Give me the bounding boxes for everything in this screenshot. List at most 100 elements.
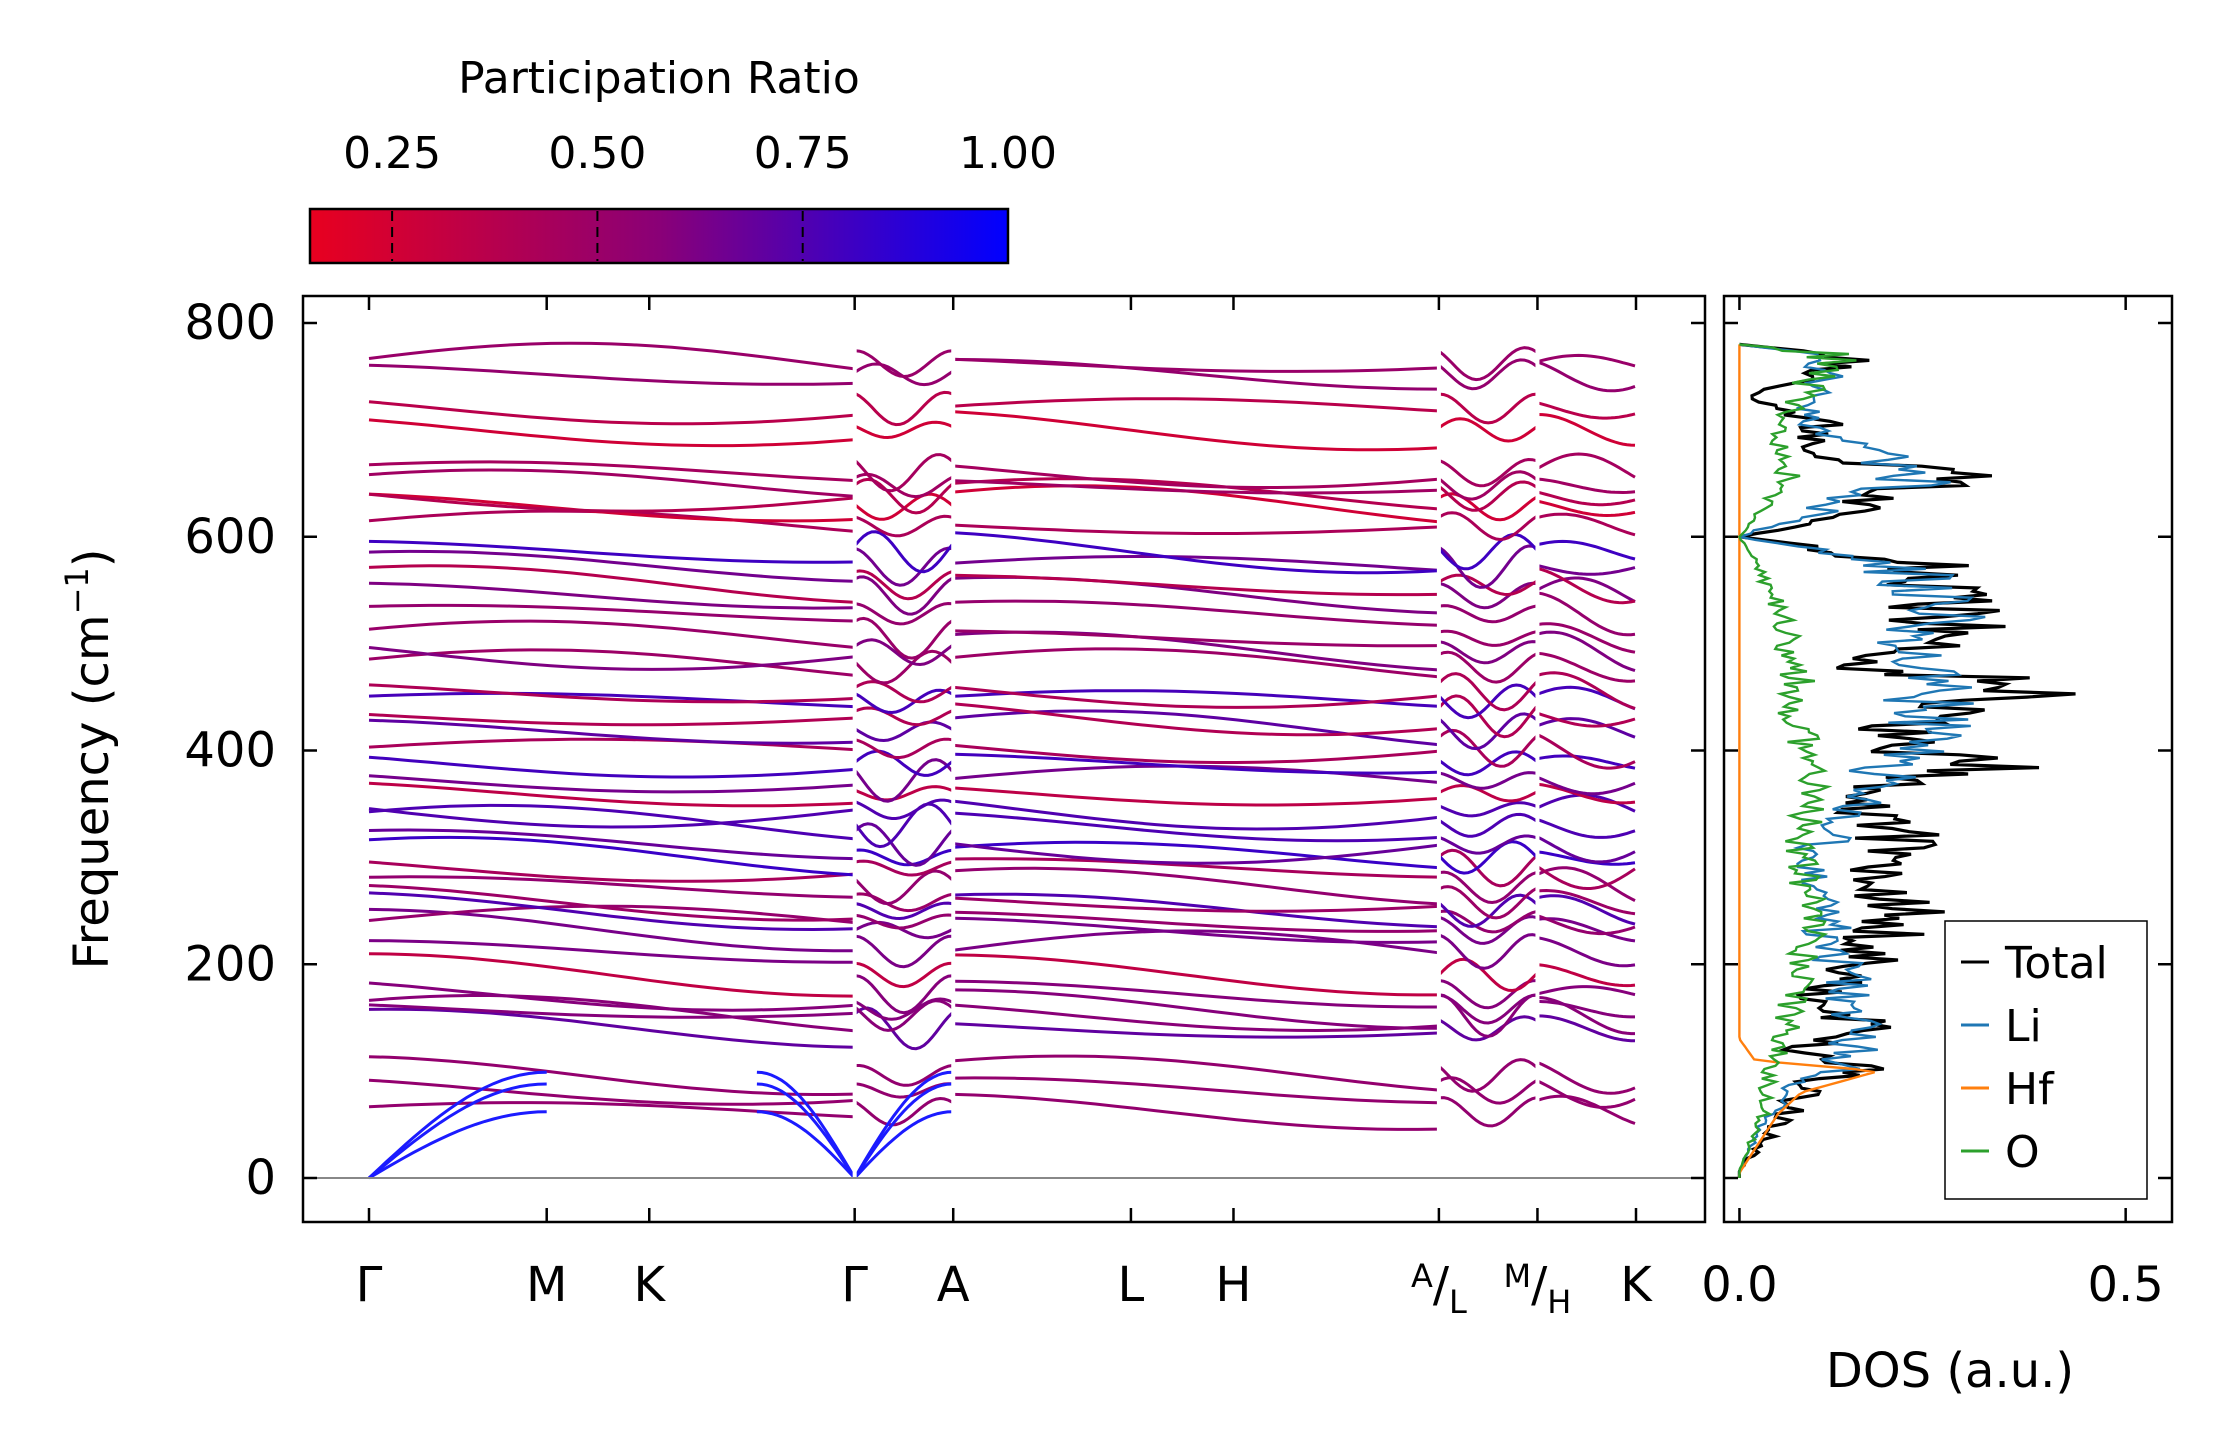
band-line bbox=[854, 453, 954, 493]
band-line bbox=[1439, 993, 1537, 1038]
band-line bbox=[954, 397, 1438, 413]
band-line bbox=[368, 781, 854, 808]
band-line bbox=[368, 603, 854, 623]
band-line bbox=[1439, 750, 1538, 777]
band-line bbox=[368, 713, 854, 727]
band-line bbox=[1439, 573, 1538, 597]
band-line bbox=[1439, 834, 1537, 855]
band-line bbox=[854, 688, 953, 715]
band-line bbox=[368, 564, 854, 604]
band-line bbox=[1438, 728, 1538, 768]
band-line bbox=[855, 920, 953, 940]
band-line bbox=[954, 689, 1438, 708]
band-line bbox=[368, 718, 854, 745]
band-line bbox=[368, 939, 854, 964]
k-label-sup: A bbox=[1411, 1257, 1433, 1295]
band-line bbox=[368, 774, 854, 794]
band-line bbox=[1538, 477, 1636, 495]
band-line bbox=[855, 575, 954, 616]
band-line bbox=[954, 1022, 1438, 1039]
band-line bbox=[1538, 782, 1636, 805]
band-line bbox=[1439, 771, 1537, 790]
band-line bbox=[1438, 712, 1538, 751]
dos-x-axis-label: DOS (a.u.) bbox=[1826, 1343, 2074, 1399]
dos-series-li bbox=[1738, 343, 1986, 1178]
band-line bbox=[368, 460, 854, 482]
band-y-tick-label: 800 bbox=[184, 295, 276, 351]
band-line bbox=[954, 358, 1438, 391]
acoustic-branch bbox=[756, 1070, 856, 1179]
band-line bbox=[368, 875, 854, 899]
band-line bbox=[1537, 866, 1636, 902]
ylabel-sup: −1 bbox=[58, 567, 96, 614]
legend-label: Hf bbox=[2005, 1064, 2055, 1115]
dos-x-tick-label: 0.5 bbox=[2087, 1257, 2163, 1313]
band-line bbox=[1438, 358, 1538, 391]
band-line bbox=[1538, 894, 1636, 926]
band-line bbox=[954, 479, 1438, 495]
band-line bbox=[855, 785, 953, 802]
band-k-label: M bbox=[526, 1257, 567, 1313]
band-line bbox=[855, 901, 953, 921]
band-line bbox=[855, 706, 953, 727]
band-line bbox=[1538, 996, 1635, 1036]
band-line bbox=[1538, 591, 1636, 637]
band-line bbox=[855, 934, 953, 969]
dos-series-hf bbox=[1738, 344, 1875, 1178]
band-line bbox=[368, 1101, 854, 1119]
colorbar-title: Participation Ratio bbox=[458, 53, 860, 104]
band-line bbox=[368, 418, 854, 448]
band-line bbox=[368, 807, 854, 829]
band-line bbox=[368, 539, 854, 564]
band-line bbox=[954, 464, 1439, 489]
band-line bbox=[1538, 630, 1636, 673]
band-line bbox=[1537, 1094, 1636, 1125]
band-line bbox=[854, 802, 954, 849]
band-line bbox=[954, 709, 1439, 747]
band-line bbox=[1537, 914, 1636, 936]
band-line bbox=[854, 1096, 953, 1127]
band-line bbox=[1438, 957, 1538, 993]
legend-label: O bbox=[2005, 1127, 2040, 1178]
band-line bbox=[1538, 564, 1636, 576]
band-line bbox=[954, 410, 1438, 452]
colorbar-tick-label: 0.75 bbox=[754, 128, 852, 179]
band-line bbox=[954, 555, 1438, 572]
band-line bbox=[954, 953, 1438, 997]
dos-x-tick-label: 0.0 bbox=[1701, 1257, 1777, 1313]
dos-legend: Total Li Hf O bbox=[1944, 920, 2148, 1200]
band-line bbox=[954, 842, 1439, 865]
acoustic-branch bbox=[756, 1110, 856, 1180]
band-line bbox=[368, 341, 854, 371]
band-line bbox=[368, 648, 854, 677]
band-line bbox=[854, 1006, 954, 1051]
band-line bbox=[1538, 401, 1636, 420]
band-line bbox=[954, 531, 1438, 575]
band-line bbox=[1538, 671, 1636, 710]
band-line bbox=[855, 997, 953, 1021]
band-line bbox=[1439, 993, 1537, 1025]
band-line bbox=[854, 680, 953, 704]
band-line bbox=[954, 752, 1438, 775]
band-line bbox=[954, 811, 1438, 843]
band-line bbox=[1537, 712, 1636, 728]
dos-series-total bbox=[1737, 342, 2076, 1178]
band-line bbox=[1439, 650, 1538, 684]
band-y-ticks: 0 200 400 600 800 bbox=[184, 295, 1705, 1206]
colorbar-gradient bbox=[308, 207, 1010, 265]
band-line bbox=[368, 468, 854, 498]
band-k-ticks: Γ M K Γ A L H A/LM/H K bbox=[356, 296, 1653, 1321]
band-line bbox=[368, 646, 854, 671]
colorbar-tick-label: 1.00 bbox=[959, 128, 1057, 179]
band-line bbox=[1537, 360, 1636, 393]
band-lines bbox=[367, 336, 1636, 1182]
band-line bbox=[1439, 784, 1538, 803]
legend-label: Li bbox=[2005, 1001, 2042, 1052]
acoustic-branch bbox=[368, 1082, 547, 1180]
band-y-axis-label: Frequency (cm−1) bbox=[58, 548, 120, 969]
band-line bbox=[1537, 818, 1636, 839]
band-line bbox=[1439, 812, 1538, 838]
band-line bbox=[1439, 604, 1537, 624]
band-k-label: Γ bbox=[841, 1257, 868, 1313]
